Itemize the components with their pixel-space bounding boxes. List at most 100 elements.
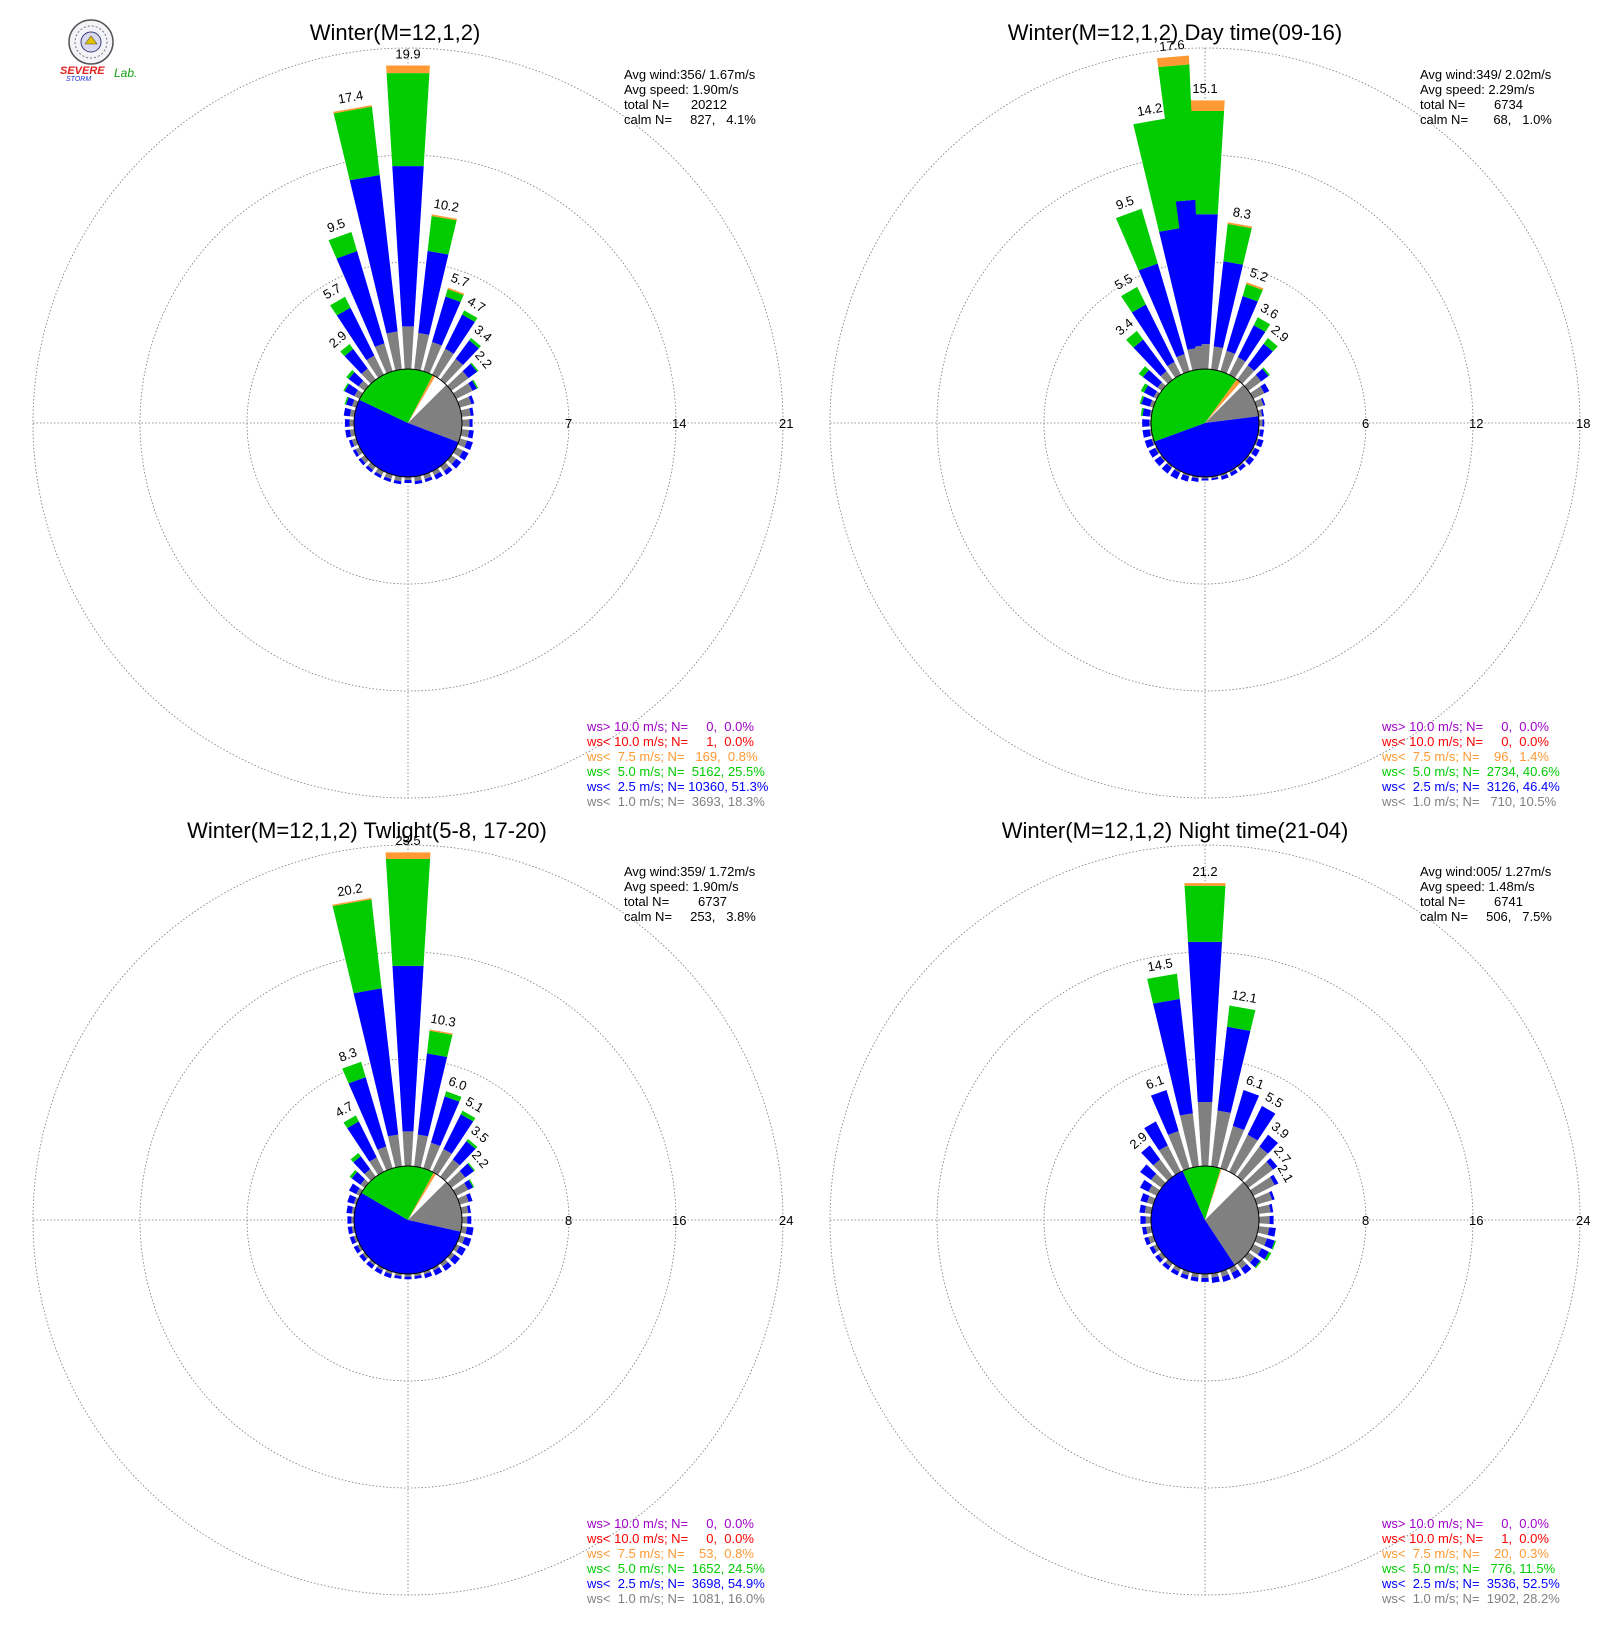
direction-bar-160: [1220, 472, 1229, 480]
bar-segment: [1184, 883, 1226, 886]
bar-segment: [1237, 325, 1266, 362]
bar-segment: [1174, 468, 1181, 473]
bar-segment: [374, 343, 393, 374]
bar-segment: [333, 106, 380, 181]
direction-bar-90: [1258, 419, 1265, 427]
bar-segment: [470, 362, 479, 372]
bar-segment: [1244, 455, 1250, 462]
bar-segment: [1184, 885, 1226, 942]
direction-bar-150: [432, 1265, 443, 1276]
bar-segment: [349, 419, 355, 427]
wind-rose-panel-1: 7 14 2119.910.25.74.73.42.22.95.79.517.4Wi…: [32, 20, 793, 809]
bar-segment: [1269, 1215, 1274, 1225]
bar-segment: [460, 1205, 469, 1214]
bar-segment: [366, 1261, 375, 1269]
direction-bar-220: [365, 462, 376, 473]
bar-segment: [360, 1179, 369, 1188]
legend-entry: ws> 10.0 m/s; N= 0, 0.0%: [586, 1516, 754, 1531]
panel-title: Winter(M=12,1,2) Day time(09-16): [1008, 20, 1342, 45]
direction-bar-340: 8.3: [337, 1044, 393, 1171]
direction-bar-260: [345, 429, 356, 438]
direction-bar-290: [1140, 1193, 1156, 1205]
direction-bar-70: [457, 395, 475, 408]
bar-segment: [424, 1271, 433, 1279]
bar-segment: [1229, 469, 1238, 477]
legend-entry: ws> 10.0 m/s; N= 0, 0.0%: [586, 719, 754, 734]
direction-bar-290: [347, 1194, 359, 1205]
direction-bar-230: [1154, 455, 1166, 467]
bar-segment: [351, 1216, 355, 1224]
bar-segment: [466, 1193, 473, 1203]
direction-bar-210: [374, 1265, 384, 1275]
direction-bar-20: 5.7: [423, 270, 471, 374]
bar-segment: [464, 440, 473, 451]
bar-segment: [1141, 1145, 1161, 1166]
summary-line: total N= 6734: [1420, 97, 1523, 112]
bar-segment: [1144, 1205, 1153, 1214]
bar-segment: [346, 370, 355, 380]
legend-entry: ws< 5.0 m/s; N= 776, 11.5%: [1381, 1561, 1556, 1576]
bar-segment: [447, 1170, 466, 1188]
direction-bar-70: [1254, 397, 1266, 408]
summary-line: Avg wind:359/ 1.72m/s: [624, 864, 756, 879]
bar-segment: [352, 449, 360, 458]
legend-entry: ws< 7.5 m/s; N= 53, 0.8%: [586, 1546, 754, 1561]
bar-value-label: 2.1: [1275, 1162, 1297, 1185]
bar-segment: [451, 458, 462, 469]
bar-segment: [1213, 261, 1244, 348]
bar-segment: [467, 1216, 472, 1224]
bar-segment: [1166, 462, 1173, 468]
pie-slice: [1151, 1170, 1235, 1274]
bar-segment: [1237, 365, 1255, 384]
bar-segment: [1146, 1226, 1153, 1234]
bar-segment: [1261, 397, 1266, 406]
bar-segment: [1246, 282, 1264, 291]
direction-bar-200: [1180, 472, 1190, 482]
bar-segment: [385, 1269, 393, 1275]
direction-bar-30: 3.6: [1229, 300, 1281, 378]
direction-bar-40: 3.9: [1237, 1119, 1292, 1181]
bar-segment: [1270, 1174, 1279, 1186]
legend-entry: ws> 10.0 m/s; N= 0, 0.0%: [1381, 1516, 1549, 1531]
bar-segment: [351, 1171, 365, 1185]
summary-line: Avg speed: 1.48m/s: [1420, 879, 1535, 894]
bar-segment: [340, 343, 354, 357]
direction-bar-100: [460, 429, 474, 439]
bar-segment: [432, 468, 441, 476]
bar-segment: [1262, 419, 1265, 427]
bar-segment: [344, 348, 368, 374]
legend-entry: ws< 2.5 m/s; N= 3698, 54.9%: [586, 1576, 765, 1591]
bar-segment: [347, 1194, 357, 1204]
bar-segment: [394, 475, 402, 482]
bar-segment: [1140, 407, 1144, 416]
direction-bar-300: [1139, 1179, 1160, 1196]
legend-entry: ws< 10.0 m/s; N= 1, 0.0%: [586, 734, 754, 749]
bar-segment: [1263, 338, 1278, 352]
bar-segment: [353, 1156, 371, 1175]
panel-title: Winter(M=12,1,2) Night time(21-04): [1002, 818, 1349, 843]
speed-distribution-pie: [353, 368, 463, 478]
pie-slice: [354, 1192, 461, 1274]
bar-segment: [1201, 478, 1209, 481]
legend-entry: ws< 7.5 m/s; N= 20, 0.3%: [1381, 1546, 1549, 1561]
bar-segment: [1185, 110, 1225, 215]
bar-segment: [1158, 64, 1196, 202]
direction-bar-120: [1250, 1244, 1272, 1261]
bar-segment: [404, 479, 412, 484]
direction-bar-210: [373, 468, 384, 479]
bar-segment: [392, 965, 424, 1132]
direction-bar-10: 10.2: [414, 196, 460, 371]
pie-slice: [1154, 416, 1260, 478]
ring-label: 21: [779, 416, 793, 431]
bar-segment: [442, 1262, 452, 1271]
direction-bar-230: [1155, 1252, 1166, 1263]
bar-segment: [1223, 224, 1252, 265]
direction-bar-350: 17.4: [333, 87, 402, 371]
speed-distribution-pie: [1150, 1165, 1260, 1275]
ring-label: 7: [565, 416, 572, 431]
bar-segment: [393, 479, 402, 485]
bar-segment: [361, 368, 376, 384]
bar-segment: [377, 1146, 393, 1171]
bar-segment: [462, 310, 478, 322]
